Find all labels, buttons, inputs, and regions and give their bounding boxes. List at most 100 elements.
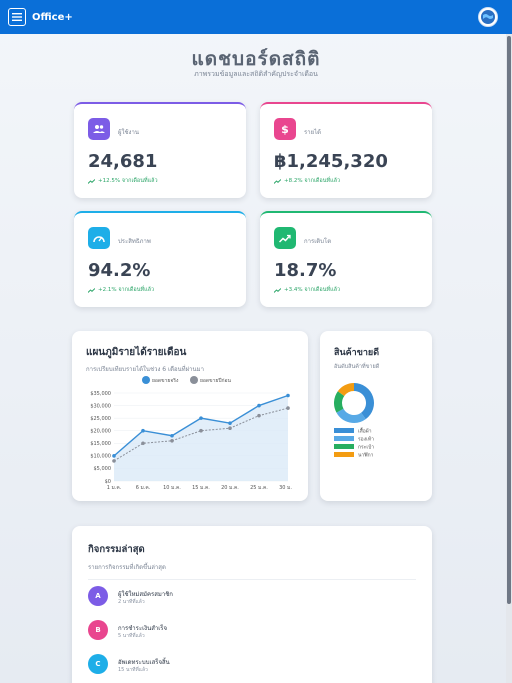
data-point xyxy=(112,459,116,463)
data-point xyxy=(199,428,203,433)
y-tick-label: $35,000 xyxy=(90,391,111,397)
x-tick-label: 10 ม.ค. xyxy=(163,485,181,491)
stat-value: ฿1,245,320 xyxy=(274,151,388,172)
activity-card: กิจกรรมล่าสุด รายการกิจกรรมที่เกิดขึ้นล่… xyxy=(72,526,432,683)
stat-label: ประสิทธิภาพ xyxy=(118,238,151,245)
hamburger-icon xyxy=(12,13,22,21)
stat-card-users: ผู้ใช้งาน 24,681 +12.5% จากเดือนที่แล้ว xyxy=(74,102,246,198)
chart-title: แผนภูมิรายได้รายเดือน xyxy=(86,347,187,358)
chart-title: สินค้าขายดี xyxy=(334,348,380,358)
chart-subtitle: อันดับสินค้าที่ขายดี xyxy=(334,364,380,370)
x-tick-label: 1 ม.ค. xyxy=(107,485,122,491)
legend-label: ยอดขายปีก่อน xyxy=(200,377,232,384)
stat-value: 18.7% xyxy=(274,260,337,281)
globe-icon xyxy=(481,10,495,24)
data-point xyxy=(170,433,174,438)
legend-swatch xyxy=(334,444,354,449)
scrollbar-thumb[interactable] xyxy=(507,36,511,604)
activity-item[interactable]: A ผู้ใช้ใหม่สมัครสมาชิก 2 นาทีที่แล้ว xyxy=(88,586,408,608)
stat-change-text: +12.5% จากเดือนที่แล้ว xyxy=(98,178,158,184)
legend-swatch xyxy=(334,436,354,441)
app-title: Office+ xyxy=(32,11,73,23)
pie-slice xyxy=(337,383,355,397)
divider xyxy=(88,579,416,580)
activity-text: ผู้ใช้ใหม่สมัครสมาชิก xyxy=(118,591,173,598)
activity-title: กิจกรรมล่าสุด xyxy=(88,544,145,555)
trend-icon xyxy=(274,227,296,249)
series-area xyxy=(114,395,288,481)
chart-subtitle: การเปรียบเทียบรายได้ในช่วง 6 เดือนที่ผ่า… xyxy=(86,366,204,373)
stat-change: +3.4% จากเดือนที่แล้ว xyxy=(274,286,340,294)
legend-label: นาฬิกา xyxy=(358,452,374,459)
y-tick-label: $0 xyxy=(105,479,111,485)
legend-label: กระเป๋า xyxy=(358,444,374,451)
activity-avatar: C xyxy=(88,654,108,674)
data-point xyxy=(170,438,174,443)
data-point xyxy=(228,421,232,425)
data-point xyxy=(199,416,203,420)
trend-up-icon xyxy=(274,287,281,293)
x-tick-label: 15 ม.ค. xyxy=(192,485,210,491)
page-title: แดชบอร์ดสถิติ xyxy=(191,48,321,70)
top-navigation-bar: Office+ xyxy=(0,0,512,34)
data-point xyxy=(141,441,145,446)
stat-card-performance: ประสิทธิภาพ 94.2% +2.1% จากเดือนที่แล้ว xyxy=(74,211,246,307)
activity-time: 15 นาทีที่แล้ว xyxy=(118,667,148,673)
y-tick-label: $20,000 xyxy=(90,429,111,435)
legend-label: เสื้อผ้า xyxy=(358,426,372,435)
menu-button[interactable] xyxy=(8,8,26,26)
x-tick-label: 6 ม.ค. xyxy=(136,485,151,491)
data-point xyxy=(286,393,290,398)
page-subtitle: ภาพรวมข้อมูลและสถิติสำคัญประจำเดือน xyxy=(194,70,318,78)
legend-marker xyxy=(190,376,198,384)
x-tick-label: 30 ม.ค. xyxy=(279,485,292,491)
stat-label: การเติบโต xyxy=(304,238,332,245)
product-chart-card: สินค้าขายดี อันดับสินค้าที่ขายดี เสื้อผ้… xyxy=(320,331,432,501)
pie-slice xyxy=(334,391,345,413)
stat-label: ผู้ใช้งาน xyxy=(118,129,139,136)
activity-text: อัพเดทระบบเสร็จสิ้น xyxy=(118,659,170,666)
legend-swatch xyxy=(334,428,354,433)
trend-up-icon xyxy=(88,287,95,293)
y-tick-label: $30,000 xyxy=(90,403,111,409)
pie-slice xyxy=(336,408,366,423)
y-tick-label: $15,000 xyxy=(90,441,111,447)
data-point xyxy=(112,454,116,458)
stat-change-text: +2.1% จากเดือนที่แล้ว xyxy=(98,287,155,293)
data-point xyxy=(257,413,261,418)
trend-up-icon xyxy=(274,178,281,184)
gauge-icon xyxy=(88,227,110,249)
x-tick-label: 25 ม.ค. xyxy=(250,485,268,491)
revenue-line-chart: ยอดขายจริง ยอดขายปีก่อน $0 $5,000 $10,000 $15… xyxy=(90,376,292,491)
revenue-chart-card: แผนภูมิรายได้รายเดือน การเปรียบเทียบรายไ… xyxy=(72,331,308,501)
dollar-icon: $ xyxy=(274,118,296,140)
legend-label: ยอดขายจริง xyxy=(152,377,179,384)
activity-text: การชำระเงินสำเร็จ xyxy=(118,625,168,632)
activity-item[interactable]: C อัพเดทระบบเสร็จสิ้น 15 นาทีที่แล้ว xyxy=(88,654,408,676)
legend-marker xyxy=(142,376,150,384)
users-icon xyxy=(88,118,110,140)
stat-card-revenue: $ รายได้ ฿1,245,320 +8.2% จากเดือนที่แล้… xyxy=(260,102,432,198)
legend-label: รองเท้า xyxy=(358,436,374,443)
data-point xyxy=(257,403,261,408)
trend-up-icon xyxy=(88,178,95,184)
stat-value: 24,681 xyxy=(88,151,158,172)
user-avatar[interactable] xyxy=(478,7,498,27)
legend-swatch xyxy=(334,452,354,457)
data-point xyxy=(286,406,290,410)
x-tick-label: 20 ม.ค. xyxy=(221,485,239,491)
y-tick-label: $5,000 xyxy=(94,466,112,472)
data-point xyxy=(141,428,145,433)
stat-label: รายได้ xyxy=(304,129,322,136)
stat-card-growth: การเติบโต 18.7% +3.4% จากเดือนที่แล้ว xyxy=(260,211,432,307)
y-tick-label: $10,000 xyxy=(90,454,111,460)
activity-subtitle: รายการกิจกรรมที่เกิดขึ้นล่าสุด xyxy=(88,564,166,571)
activity-time: 2 นาทีที่แล้ว xyxy=(118,599,145,605)
data-point xyxy=(228,426,232,430)
stat-change: +12.5% จากเดือนที่แล้ว xyxy=(88,177,158,185)
activity-item[interactable]: B การชำระเงินสำเร็จ 5 นาทีที่แล้ว xyxy=(88,620,408,642)
activity-time: 5 นาทีที่แล้ว xyxy=(118,633,145,639)
stat-change: +2.1% จากเดือนที่แล้ว xyxy=(88,286,154,294)
pie-slice xyxy=(353,383,374,420)
